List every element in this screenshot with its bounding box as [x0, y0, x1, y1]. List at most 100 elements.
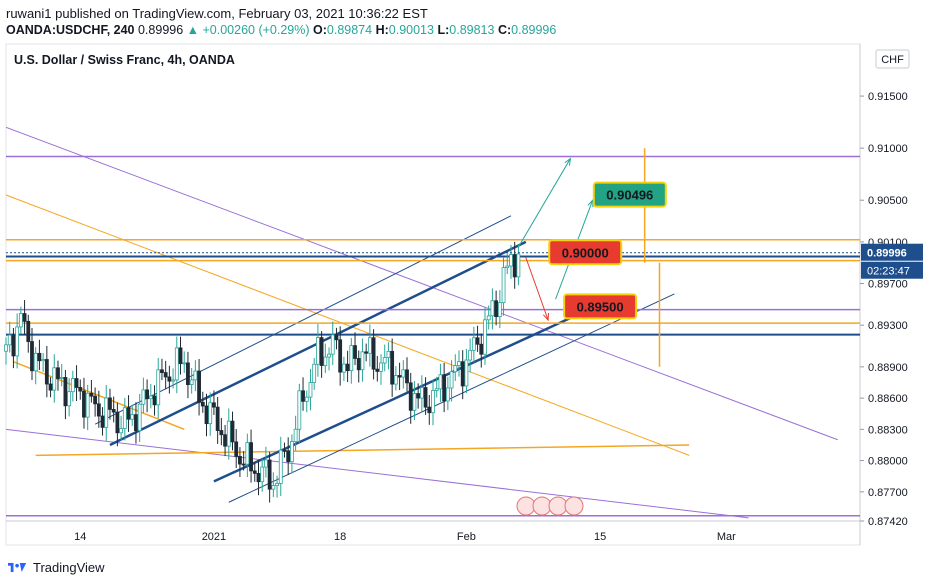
projection-arrowhead-1	[587, 199, 594, 208]
projection-arrow-2	[525, 257, 549, 321]
currency-button[interactable]: CHF	[875, 49, 910, 69]
candle-body	[464, 359, 469, 387]
price-tick-label: 0.87700	[868, 487, 908, 499]
candle-body	[367, 337, 372, 354]
trendline-2	[5, 194, 690, 456]
candle-body	[297, 390, 302, 430]
events-badges[interactable]	[516, 496, 584, 516]
candle-body	[427, 406, 432, 414]
candle-body	[349, 345, 354, 372]
candle-body	[356, 358, 361, 371]
low-label: L:	[437, 23, 450, 37]
callout-box	[563, 293, 638, 320]
callout-box	[592, 181, 667, 208]
candle-body	[234, 441, 239, 457]
candle-body	[78, 387, 83, 392]
candle-body	[108, 397, 112, 410]
price-axis[interactable]: 0.915000.910000.905000.901000.897000.893…	[860, 91, 908, 528]
chart-frame	[5, 43, 861, 546]
candle-body	[56, 367, 60, 379]
price-tick-label: 0.91000	[868, 143, 908, 155]
projection-arrowhead-2	[543, 312, 550, 322]
candle-body	[278, 449, 283, 484]
candle-body	[345, 363, 350, 372]
candle-body	[18, 313, 23, 328]
candle-body	[26, 320, 31, 342]
candle-body	[249, 442, 253, 472]
symbol-label[interactable]: OANDA:USDCHF, 240	[6, 23, 135, 37]
candle-body	[338, 339, 343, 373]
time-axis[interactable]: 14 2021 18 Feb 15 Mar	[74, 531, 736, 543]
candle-body	[260, 466, 265, 483]
candle-body	[137, 403, 142, 432]
candle-body	[438, 374, 443, 390]
candle-body	[174, 347, 179, 381]
time-tick-label: 14	[74, 531, 86, 543]
price-tick-label: 0.90500	[868, 195, 908, 207]
candle-body	[308, 382, 313, 398]
candle-body	[267, 459, 272, 490]
candle-body	[4, 344, 8, 352]
currency-button-label: CHF	[881, 54, 904, 66]
candle-body	[148, 395, 153, 400]
candle-body	[59, 377, 64, 379]
horizontal-levels	[6, 155, 860, 517]
candle-body	[264, 459, 268, 468]
time-tick-label: 15	[594, 531, 606, 543]
candle-body	[33, 352, 38, 372]
countdown-tag-label: 02:23:47	[867, 266, 910, 278]
close-value: 0.89996	[511, 23, 557, 37]
candle-body	[431, 390, 435, 414]
candle-body	[219, 430, 224, 436]
candle-body	[505, 265, 510, 269]
price-change: ▲ +0.00260 (+0.29%)	[186, 23, 310, 37]
callout-box	[548, 239, 623, 266]
candle-body	[82, 390, 86, 418]
candle-body	[393, 375, 398, 385]
candle-body	[226, 420, 231, 447]
candle-body	[405, 369, 409, 384]
candle-body	[371, 337, 376, 370]
candle-body	[152, 395, 157, 406]
candle-body	[341, 363, 346, 373]
candle-body	[171, 379, 175, 382]
symbol-quote-line: OANDA:USDCHF, 240 0.89996 ▲ +0.00260 (+0…	[6, 23, 556, 37]
candle-body	[479, 343, 484, 355]
price-tick-label: 0.88000	[868, 456, 908, 468]
candle-body	[442, 374, 447, 402]
candle-body	[44, 359, 49, 385]
candle-body	[460, 361, 465, 387]
tradingview-logo[interactable]: TradingView	[8, 560, 105, 575]
candle-body	[293, 428, 298, 442]
price-tick-label: 0.87420	[868, 516, 908, 528]
tradingview-logo-icon	[8, 562, 27, 573]
time-tick-label: 2021	[202, 531, 226, 543]
candle-body	[315, 337, 320, 365]
countdown-tag	[861, 261, 923, 279]
projection-arrow-0	[517, 158, 571, 248]
candle-body	[353, 345, 357, 359]
candle-body	[30, 341, 34, 372]
candle-body	[11, 334, 16, 357]
candle-body	[163, 372, 168, 378]
candle-body	[70, 378, 75, 393]
candle-body	[37, 352, 42, 362]
candle-body	[494, 300, 499, 318]
candle-body	[96, 403, 101, 417]
candle-body	[382, 357, 387, 364]
candle-body	[449, 371, 454, 389]
open-label: O:	[313, 23, 327, 37]
candle-body	[301, 390, 305, 402]
candle-body	[416, 393, 421, 399]
candle-body	[471, 337, 476, 351]
candle-body	[390, 350, 395, 385]
candle-body	[512, 254, 517, 278]
trendline-6	[213, 303, 601, 483]
candle-body	[182, 362, 187, 365]
candle-body	[89, 392, 94, 397]
callout-label: 0.90496	[606, 188, 653, 203]
candle-body	[204, 405, 209, 425]
candle-body	[497, 302, 502, 318]
low-value: 0.89813	[449, 23, 495, 37]
